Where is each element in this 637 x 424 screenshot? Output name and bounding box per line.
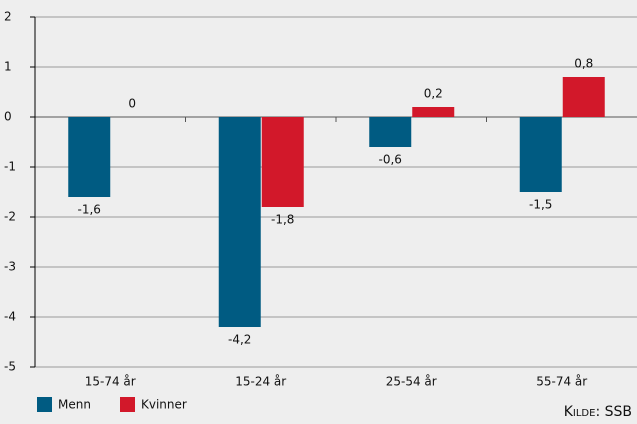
bar xyxy=(261,117,304,207)
x-tick-label: 25-54 år xyxy=(386,375,437,389)
value-label: -1,8 xyxy=(271,213,294,227)
bar xyxy=(519,117,562,192)
bar xyxy=(369,117,412,147)
value-label: -1,5 xyxy=(529,198,552,212)
y-tick-label: 1 xyxy=(4,60,12,74)
legend-swatch xyxy=(37,397,52,412)
x-tick-label: 15-24 år xyxy=(235,375,286,389)
value-label: -1,6 xyxy=(78,203,101,217)
legend-label: Kvinner xyxy=(141,398,187,412)
bar xyxy=(68,117,111,197)
y-tick-label: 0 xyxy=(4,110,12,124)
x-tick-label: 15-74 år xyxy=(85,375,136,389)
legend-label: Menn xyxy=(58,398,91,412)
y-tick-label: 2 xyxy=(4,10,12,24)
y-tick-label: -5 xyxy=(4,360,16,374)
bar xyxy=(562,77,605,117)
value-label: 0,2 xyxy=(424,87,443,101)
bar xyxy=(412,107,455,117)
y-tick-label: -3 xyxy=(4,260,16,274)
x-tick-label: 55-74 år xyxy=(536,375,587,389)
legend-swatch xyxy=(120,397,135,412)
value-label: 0 xyxy=(128,97,136,111)
value-label: -0,6 xyxy=(379,153,402,167)
y-tick-label: -2 xyxy=(4,210,16,224)
value-label: 0,8 xyxy=(574,57,593,71)
y-tick-label: -1 xyxy=(4,160,16,174)
bar xyxy=(218,117,261,327)
value-label: -4,2 xyxy=(228,333,251,347)
source: Kilde: SSB xyxy=(564,404,632,420)
y-tick-label: -4 xyxy=(4,310,16,324)
